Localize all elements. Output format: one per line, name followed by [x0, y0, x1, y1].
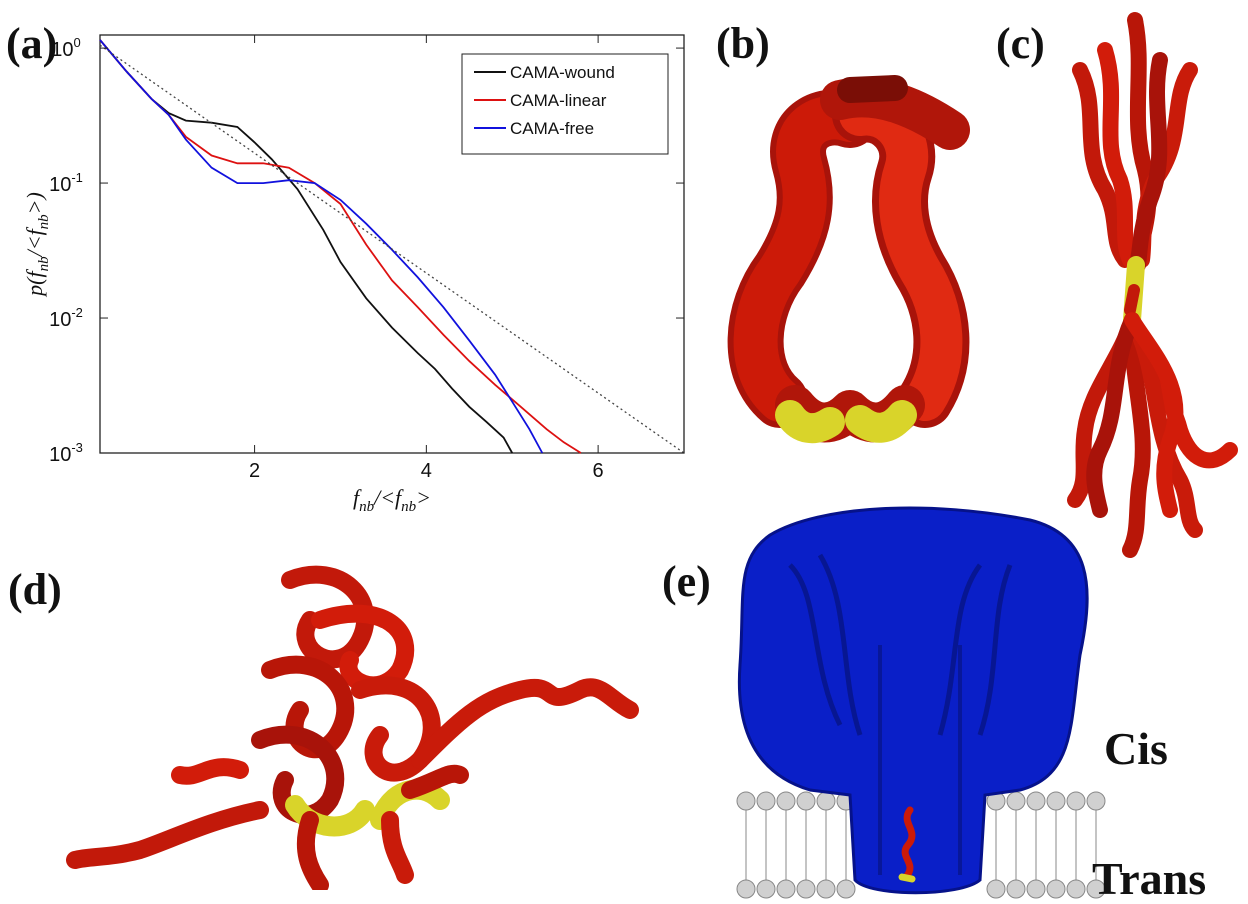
panel-label-a: (a): [6, 19, 58, 68]
x-tick-label: 6: [593, 460, 604, 482]
y-tick-label: 10-2: [49, 305, 83, 331]
trans-label: Trans: [1092, 853, 1207, 904]
panel-label-b: (b): [716, 19, 770, 68]
membrane-left: [736, 791, 856, 899]
plot-frame: [99, 34, 685, 454]
polymer-in-pore: [901, 806, 916, 881]
x-axis-label: fnb/<fnb>: [353, 485, 431, 515]
pore-membrane-image: [736, 506, 1106, 899]
series-line-cama-free: [99, 39, 544, 454]
x-tick-label: 2: [249, 460, 260, 482]
y-tick-label: 10-1: [49, 170, 83, 196]
cis-label: Cis: [1104, 723, 1168, 774]
tick-layer: 2 4 6 100 10-1 10-2 10-3: [49, 35, 684, 482]
reference-dotted-line: [99, 44, 685, 454]
structure-b-image: [727, 75, 970, 444]
structure-c-image: [1067, 12, 1238, 558]
y-axis-label: p(fnb/<fnb>): [22, 192, 52, 298]
legend-entry: CAMA-free: [510, 119, 594, 138]
chart-panel-a: 2 4 6 100 10-1 10-2 10-3 CAMA-wound CAMA-linear…: [0, 0, 700, 520]
structure-d-image: [66, 565, 639, 890]
legend-entry: CAMA-linear: [510, 91, 607, 110]
panel-label-c: (c): [996, 19, 1045, 68]
membrane-right: [986, 791, 1106, 899]
y-tick-label: 10-3: [49, 440, 83, 466]
legend: CAMA-wound CAMA-linear CAMA-free: [461, 53, 669, 155]
legend-entry: CAMA-wound: [510, 63, 615, 82]
legend-box: [461, 53, 669, 155]
y-tick-label: 100: [51, 35, 80, 61]
series-line-cama-wound: [99, 39, 513, 454]
panel-label-e: (e): [662, 557, 711, 606]
panel-label-d: (d): [8, 565, 62, 614]
series-layer: [99, 39, 685, 454]
probability-chart: 2 4 6 100 10-1 10-2 10-3 CAMA-wound CAMA-linear…: [22, 34, 685, 515]
x-tick-label: 4: [421, 460, 432, 482]
